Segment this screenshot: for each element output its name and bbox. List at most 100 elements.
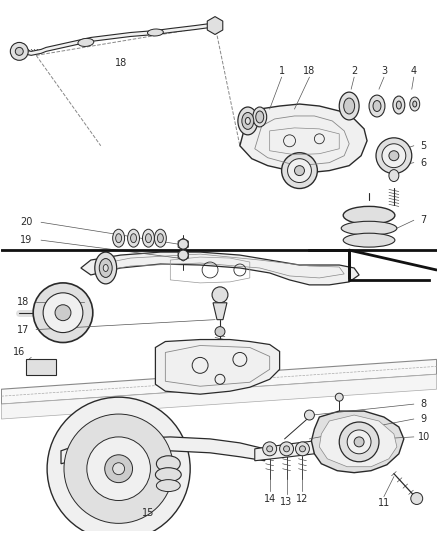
Ellipse shape <box>253 107 267 127</box>
Circle shape <box>87 437 150 500</box>
Text: 10: 10 <box>417 432 430 442</box>
Ellipse shape <box>341 221 397 235</box>
Text: 12: 12 <box>296 494 309 504</box>
Circle shape <box>212 287 228 303</box>
Ellipse shape <box>145 233 152 243</box>
Circle shape <box>347 430 371 454</box>
Polygon shape <box>1 359 437 404</box>
Ellipse shape <box>393 96 405 114</box>
Circle shape <box>411 492 423 504</box>
Text: 3: 3 <box>381 66 387 76</box>
Text: 18: 18 <box>303 66 315 76</box>
Circle shape <box>389 151 399 160</box>
Text: 18: 18 <box>114 58 127 68</box>
Circle shape <box>296 442 309 456</box>
Circle shape <box>15 47 23 55</box>
Ellipse shape <box>142 229 155 247</box>
Circle shape <box>300 446 305 452</box>
Text: 11: 11 <box>378 498 390 508</box>
Circle shape <box>279 442 293 456</box>
Circle shape <box>33 283 93 343</box>
Circle shape <box>47 397 190 533</box>
Ellipse shape <box>78 38 94 46</box>
Text: 20: 20 <box>20 217 32 227</box>
Ellipse shape <box>99 259 112 278</box>
Circle shape <box>43 293 83 333</box>
Circle shape <box>382 144 406 168</box>
Text: 8: 8 <box>420 399 427 409</box>
Ellipse shape <box>410 97 420 111</box>
Circle shape <box>178 250 188 260</box>
Ellipse shape <box>245 117 250 124</box>
Circle shape <box>376 138 412 174</box>
Ellipse shape <box>103 264 108 271</box>
Ellipse shape <box>242 112 254 130</box>
Circle shape <box>64 414 173 523</box>
Text: 4: 4 <box>411 66 417 76</box>
Text: 17: 17 <box>17 325 29 335</box>
Text: 2: 2 <box>351 66 357 76</box>
Ellipse shape <box>127 229 140 247</box>
Ellipse shape <box>157 233 163 243</box>
Polygon shape <box>61 437 265 464</box>
Ellipse shape <box>413 101 417 107</box>
Polygon shape <box>1 374 437 419</box>
Ellipse shape <box>339 92 359 120</box>
Circle shape <box>335 393 343 401</box>
Ellipse shape <box>116 233 122 243</box>
Polygon shape <box>255 441 314 461</box>
Polygon shape <box>81 252 359 285</box>
Ellipse shape <box>131 233 137 243</box>
Ellipse shape <box>148 29 163 36</box>
Polygon shape <box>311 411 404 473</box>
Polygon shape <box>240 104 367 173</box>
Circle shape <box>105 455 133 482</box>
Ellipse shape <box>155 229 166 247</box>
Polygon shape <box>26 359 56 375</box>
Circle shape <box>354 437 364 447</box>
Text: 6: 6 <box>420 158 427 168</box>
Text: 5: 5 <box>420 141 427 151</box>
Text: 9: 9 <box>420 414 427 424</box>
Text: 14: 14 <box>264 494 276 504</box>
Circle shape <box>304 410 314 420</box>
Text: 19: 19 <box>20 235 32 245</box>
Ellipse shape <box>373 101 381 111</box>
Polygon shape <box>155 340 279 394</box>
Text: 7: 7 <box>420 215 427 225</box>
Text: 18: 18 <box>17 297 29 307</box>
Ellipse shape <box>396 101 401 109</box>
Ellipse shape <box>343 233 395 247</box>
Polygon shape <box>178 249 188 261</box>
Circle shape <box>283 446 290 452</box>
Circle shape <box>267 446 273 452</box>
Ellipse shape <box>389 169 399 182</box>
Ellipse shape <box>156 480 180 491</box>
Text: 13: 13 <box>280 497 293 506</box>
Circle shape <box>55 305 71 321</box>
Ellipse shape <box>238 107 258 135</box>
Ellipse shape <box>95 252 117 284</box>
Polygon shape <box>319 415 397 467</box>
Circle shape <box>263 442 277 456</box>
Ellipse shape <box>155 468 181 482</box>
Circle shape <box>294 166 304 175</box>
Circle shape <box>113 463 124 475</box>
Polygon shape <box>16 23 215 55</box>
Polygon shape <box>213 303 227 320</box>
Text: 15: 15 <box>142 508 155 519</box>
Text: 16: 16 <box>13 348 25 358</box>
Circle shape <box>178 239 188 249</box>
Ellipse shape <box>343 206 395 224</box>
Polygon shape <box>207 17 223 35</box>
Ellipse shape <box>256 111 264 123</box>
Text: 1: 1 <box>279 66 285 76</box>
Circle shape <box>288 159 311 182</box>
Ellipse shape <box>344 98 355 114</box>
Ellipse shape <box>156 456 180 472</box>
Ellipse shape <box>113 229 124 247</box>
Circle shape <box>215 327 225 336</box>
Polygon shape <box>178 238 188 250</box>
Circle shape <box>339 422 379 462</box>
Circle shape <box>11 43 28 60</box>
